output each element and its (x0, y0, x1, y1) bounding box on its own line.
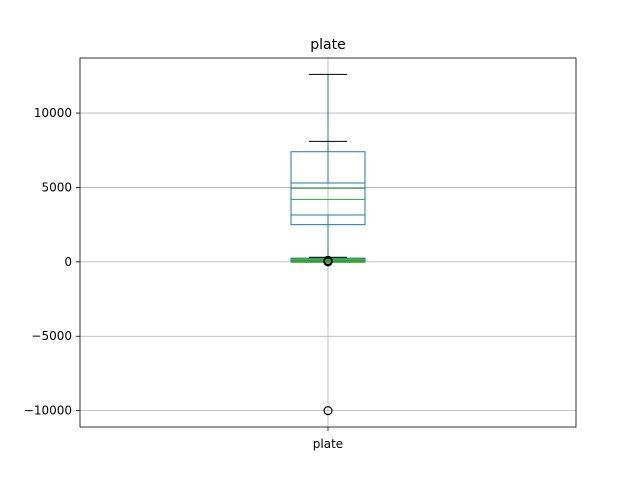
y-tick-label: −10000 (24, 404, 72, 418)
chart-title: plate (310, 37, 345, 53)
x-tick-label: plate (313, 437, 343, 451)
y-tick-label: 10000 (34, 106, 72, 120)
outlier-point (323, 257, 333, 267)
y-tick-label: 0 (64, 255, 72, 269)
y-tick-label: −5000 (31, 329, 72, 343)
axes: −10000 −5000 0 5000 10000 (24, 57, 577, 431)
outlier-point (323, 406, 333, 416)
median-band (291, 258, 365, 263)
y-tick-label: 5000 (41, 180, 72, 194)
box-plot-layer (290, 73, 366, 416)
